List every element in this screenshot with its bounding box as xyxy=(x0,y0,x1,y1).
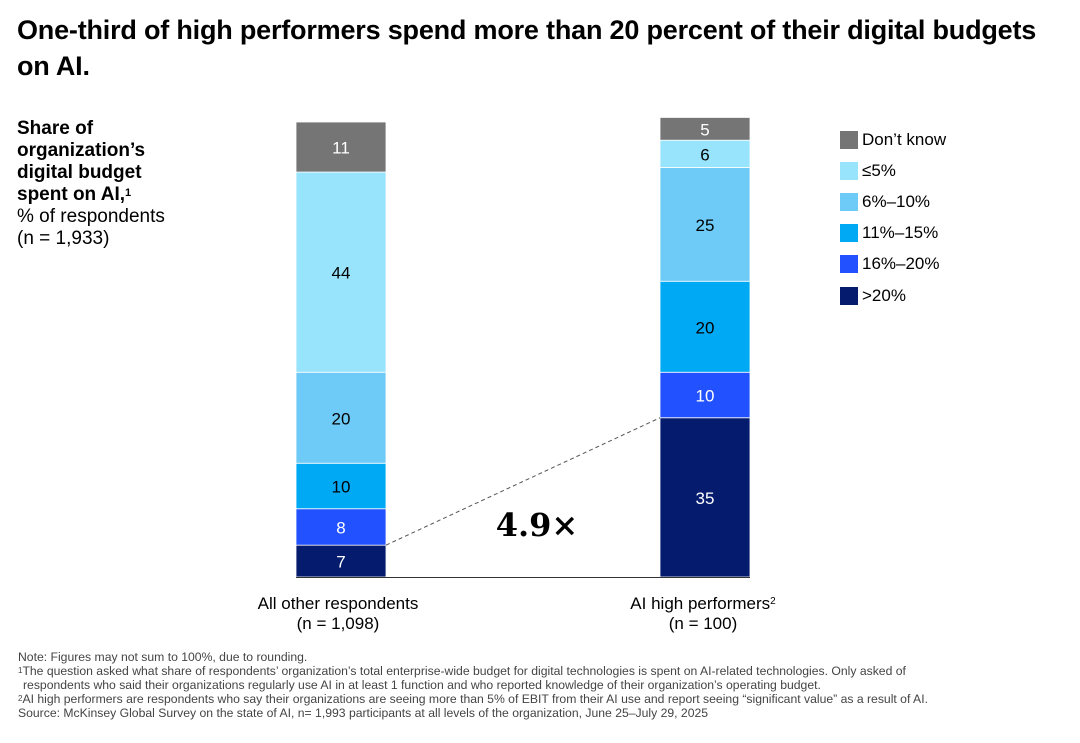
category-label-high-performers: AI high performers2 (n = 100) xyxy=(573,594,833,634)
category-name-wrap: AI high performers2 xyxy=(573,594,833,614)
legend-label: >20% xyxy=(862,285,906,305)
bar-segment xyxy=(295,371,387,464)
bar-ai-high-performers: 35 10 20 25 6 5 xyxy=(659,117,751,578)
data-label: 8 xyxy=(336,518,345,537)
y-axis-unit: % of respondents xyxy=(17,206,165,227)
footnote-marker: 2 xyxy=(770,596,776,607)
chart-title: One-third of high performers spend more … xyxy=(17,15,1037,81)
bar-segment xyxy=(295,508,387,546)
category-sample-size: (n = 100) xyxy=(668,614,738,633)
data-label: 20 xyxy=(696,318,715,337)
data-label: 5 xyxy=(700,120,709,139)
legend-item: Don’t know xyxy=(840,124,946,155)
legend-swatch xyxy=(840,161,858,180)
footnotes: Note: Figures may not sum to 100%, due t… xyxy=(18,650,1078,720)
legend-label: ≤5% xyxy=(862,160,896,180)
footnote-text: AI high performers are respondents who s… xyxy=(22,692,928,706)
data-label: 35 xyxy=(696,489,715,508)
note-rounding: Note: Figures may not sum to 100%, due t… xyxy=(18,650,308,664)
legend: Don’t know ≤5% 6%–10% 11%–15% 16%–20% >20% xyxy=(840,124,946,311)
category-label-all-other: All other respondents (n = 1,098) xyxy=(208,594,468,634)
bar-segment xyxy=(659,139,751,168)
legend-label: Don’t know xyxy=(862,129,947,149)
legend-item: >20% xyxy=(840,280,946,311)
footnote-2: 2AI high performers are respondents who … xyxy=(18,692,1078,706)
source: Source: McKinsey Global Survey on the st… xyxy=(18,706,709,720)
data-label: 10 xyxy=(332,478,351,497)
bar-all-other-respondents: 7 8 10 20 44 11 xyxy=(295,121,387,578)
bar-segment xyxy=(659,417,751,578)
legend-swatch xyxy=(840,286,858,305)
legend-label: 11%–15% xyxy=(862,223,939,243)
bar-segment xyxy=(295,462,387,510)
footnote-1: 1The question asked what share of respon… xyxy=(18,664,1078,678)
footnote-marker: 1 xyxy=(18,666,23,675)
footnote-marker: 1 xyxy=(125,187,132,199)
legend-item: ≤5% xyxy=(840,155,946,186)
footnote-marker: 2 xyxy=(18,694,23,703)
category-name: All other respondents xyxy=(257,594,419,613)
y-axis-label-line: organization’s xyxy=(17,140,146,161)
y-axis-label-line: Share of xyxy=(17,118,94,139)
footnote-1-continued: respondents who said their organizations… xyxy=(23,678,821,692)
data-label: 25 xyxy=(696,216,715,235)
y-axis-label-line-with-footnote: spent on AI,1 xyxy=(17,184,217,206)
bar-segment xyxy=(659,117,751,141)
legend-swatch xyxy=(840,224,858,243)
data-label: 6 xyxy=(700,145,709,164)
legend-label: 6%–10% xyxy=(862,191,931,211)
data-label: 44 xyxy=(332,264,351,283)
legend-swatch xyxy=(840,255,858,274)
data-label: 20 xyxy=(332,409,351,428)
y-axis-label: Share of organization’s digital budget s… xyxy=(17,118,217,250)
legend-swatch xyxy=(840,192,858,211)
data-label: 10 xyxy=(696,387,715,406)
legend-item: 16%–20% xyxy=(840,249,946,280)
multiplier-annotation: 4.9× xyxy=(496,506,578,544)
legend-item: 11%–15% xyxy=(840,218,946,249)
category-name: AI high performers xyxy=(630,594,771,613)
legend-swatch xyxy=(840,130,858,149)
data-label: 11 xyxy=(332,139,350,158)
bar-segment xyxy=(659,167,751,282)
bars-group: 7 8 10 20 44 11 35 10 20 25 6 5 xyxy=(295,117,751,578)
legend-label: 16%–20% xyxy=(862,254,940,274)
bar-segment xyxy=(295,121,387,173)
bar-segment xyxy=(659,371,751,419)
bar-segment xyxy=(295,171,387,373)
bar-segment xyxy=(659,280,751,373)
footnote-text: The question asked what share of respond… xyxy=(22,664,906,678)
annotation-connector-line xyxy=(385,417,661,546)
y-axis-label-line: digital budget xyxy=(17,162,142,183)
data-label: 7 xyxy=(336,553,345,572)
y-axis-label-line: spent on AI, xyxy=(17,184,126,205)
legend-item: 6%–10% xyxy=(840,186,946,217)
y-axis-sample-size: (n = 1,933) xyxy=(17,228,110,249)
category-sample-size: (n = 1,098) xyxy=(296,614,380,633)
